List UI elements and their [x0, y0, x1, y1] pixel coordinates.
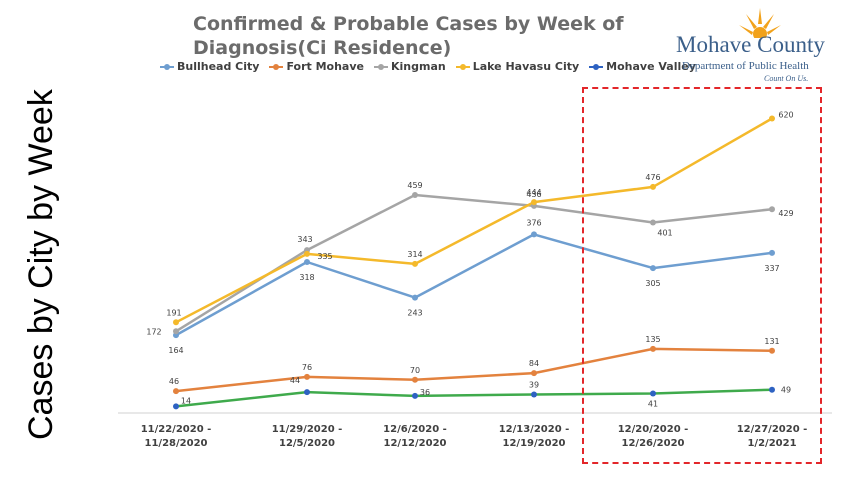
series-bullhead-city-data-label: 164 — [168, 346, 183, 355]
legend-item-kingman: Kingman — [373, 60, 446, 73]
series-lake-havasu-city-data-label: 476 — [645, 173, 660, 182]
series-bullhead-city-data-label: 337 — [764, 264, 779, 273]
logo: Mohave County Department of Public Healt… — [676, 8, 836, 88]
x-tick-label: 1/2/2021 — [747, 438, 796, 449]
series-lake-havasu-city-data-label: 191 — [166, 308, 181, 317]
series-bullhead-city-point — [412, 294, 418, 301]
legend-item-lake-havasu-city: Lake Havasu City — [455, 60, 580, 73]
legend-swatch — [269, 63, 284, 70]
series-bullhead-city-point — [304, 258, 310, 265]
series-kingman-line — [175, 193, 773, 333]
series-kingman-data-label: 459 — [407, 181, 422, 190]
series-lake-havasu-city-data-label: 335 — [317, 252, 332, 261]
legend-item-fort-mohave: Fort Mohave — [269, 60, 364, 73]
series-fort-mohave-data-label: 70 — [410, 366, 420, 375]
x-tick-label: 11/29/2020 - — [272, 424, 343, 435]
series-mohave-valley-point — [412, 392, 418, 399]
x-tick-label: 12/5/2020 — [279, 438, 335, 449]
series-kingman-data-label: 436 — [526, 190, 541, 199]
series-mohave-valley-point — [650, 390, 656, 397]
series-lake-havasu-city-data-label: 620 — [778, 111, 793, 120]
series-mohave-valley-data-label: 49 — [781, 386, 791, 395]
series-fort-mohave-point — [650, 345, 656, 352]
series-kingman-point — [650, 219, 656, 226]
series-lake-havasu-city-point — [304, 250, 310, 257]
series-fort-mohave-point — [173, 388, 179, 395]
series-kingman-point — [173, 328, 179, 335]
series-fort-mohave-data-label: 76 — [302, 363, 312, 372]
series-fort-mohave-point — [412, 376, 418, 383]
series-mohave-valley-data-label: 39 — [529, 380, 539, 389]
legend: Bullhead City Fort Mohave Kingman Lake Hava… — [160, 60, 696, 73]
x-tick-label: 12/26/2020 — [622, 438, 685, 449]
x-tick-label: 11/28/2020 — [145, 438, 208, 449]
logo-department: Department of Public Health — [682, 60, 809, 72]
series-fort-mohave-point — [531, 370, 537, 377]
highlight-box — [582, 87, 822, 464]
series-mohave-valley-data-label: 14 — [181, 396, 191, 405]
series-lake-havasu-city-data-label: 444 — [526, 188, 541, 197]
series-mohave-valley-point — [769, 386, 775, 393]
series-kingman-data-label: 429 — [778, 209, 793, 218]
series-bullhead-city-point — [650, 265, 656, 272]
series-kingman-data-label: 401 — [657, 229, 672, 238]
series-mohave-valley-point — [531, 391, 537, 398]
series-lake-havasu-city-data-label: 314 — [407, 250, 422, 259]
legend-label: Bullhead City — [177, 60, 260, 73]
legend-label: Lake Havasu City — [472, 60, 580, 73]
series-bullhead-city-point — [531, 231, 537, 238]
legend-label: Fort Mohave — [286, 60, 364, 73]
series-fort-mohave-point — [304, 373, 310, 380]
series-bullhead-city-point — [769, 249, 775, 256]
legend-swatch — [373, 63, 388, 70]
series-bullhead-city-line — [175, 233, 773, 337]
legend-swatch — [160, 63, 174, 70]
logo-name: Mohave County — [676, 32, 825, 57]
logo-tagline: Count On Us. — [764, 74, 809, 83]
legend-swatch — [455, 63, 470, 70]
series-fort-mohave-data-label: 135 — [645, 335, 660, 344]
series-mohave-valley-point — [304, 389, 310, 396]
legend-label: Kingman — [390, 60, 446, 73]
series-fort-mohave-data-label: 131 — [764, 337, 779, 346]
series-kingman-data-label: 172 — [146, 327, 161, 336]
x-tick-label: 12/20/2020 - — [618, 424, 689, 435]
series-kingman-data-label: 343 — [297, 235, 312, 244]
series-lake-havasu-city-point — [531, 199, 537, 206]
series-mohave-valley-data-label: 41 — [648, 400, 658, 409]
series-lake-havasu-city-point — [650, 183, 656, 190]
series-kingman-point — [412, 191, 418, 198]
series-kingman-point — [769, 206, 775, 213]
series-lake-havasu-city-point — [769, 115, 775, 122]
series-bullhead-city-data-label: 318 — [299, 273, 314, 282]
legend-item-bullhead-city: Bullhead City — [160, 60, 259, 73]
series-lake-havasu-city-line — [175, 117, 773, 324]
x-tick-label: 12/19/2020 — [503, 438, 566, 449]
chart-title: Confirmed & Probable Cases by Week of Di… — [193, 13, 624, 59]
legend-item-mohave-valley: Mohave Valley — [589, 60, 696, 73]
series-mohave-valley-point — [173, 403, 179, 410]
x-tick-label: 12/13/2020 - — [499, 424, 570, 435]
legend-label: Mohave Valley — [606, 60, 696, 73]
series-lake-havasu-city-point — [412, 260, 418, 267]
series-mohave-valley-data-label: 36 — [420, 388, 430, 397]
x-tick-label: 11/22/2020 - — [141, 424, 212, 435]
series-fort-mohave-point — [769, 347, 775, 354]
series-fort-mohave-data-label: 84 — [529, 359, 539, 368]
x-tick-label: 12/6/2020 - — [383, 424, 447, 435]
series-fort-mohave-line — [175, 347, 773, 393]
series-fort-mohave-data-label: 46 — [169, 377, 179, 386]
x-tick-label: 12/12/2020 — [384, 438, 447, 449]
series-lake-havasu-city-point — [173, 319, 179, 326]
sun-icon — [739, 8, 781, 38]
x-tick-label: 12/27/2020 - — [737, 424, 808, 435]
series-bullhead-city-data-label: 305 — [645, 279, 660, 288]
series-mohave-valley-data-label: 44 — [290, 376, 300, 385]
legend-swatch — [589, 63, 604, 70]
extra-series-line — [175, 388, 773, 408]
series-bullhead-city-data-label: 376 — [526, 218, 541, 227]
series-bullhead-city-data-label: 243 — [407, 309, 422, 318]
